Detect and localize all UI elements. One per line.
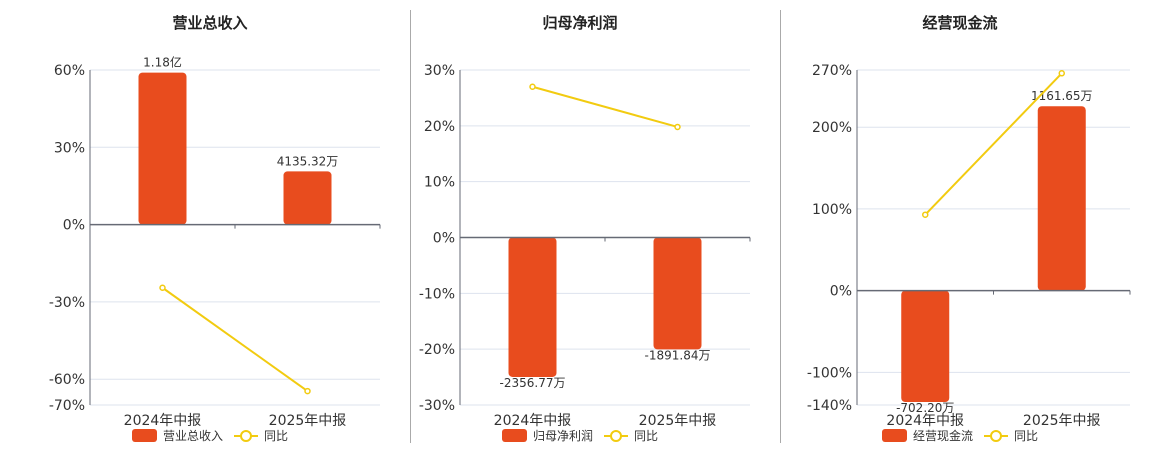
y-tick-label: 60% — [54, 63, 85, 79]
legend-bar-swatch — [502, 429, 527, 442]
yoy-point — [922, 211, 929, 218]
yoy-line — [924, 72, 1063, 216]
chart-title-net-profit: 归母净利润 — [542, 14, 618, 32]
y-tick-label: 270% — [812, 63, 852, 79]
yoy-point — [304, 387, 311, 395]
bar — [901, 290, 950, 403]
y-tick-label: -30% — [419, 398, 455, 414]
y-tick-label: 100% — [812, 202, 852, 218]
bar — [508, 237, 557, 377]
legend-bar-label: 经营现金流 — [913, 428, 973, 443]
x-category-label: 2025年中报 — [639, 413, 717, 429]
yoy-point — [674, 123, 681, 131]
chart-title-revenue: 营业总收入 — [172, 14, 248, 32]
bar-value-label: 1.18亿 — [143, 55, 182, 70]
legend-line-marker — [990, 430, 1002, 442]
yoy-point — [1058, 70, 1065, 77]
bar — [138, 72, 187, 225]
legend-line-label: 同比 — [634, 429, 658, 443]
y-tick-label: 0% — [63, 218, 85, 234]
bar-value-label: -702.20万 — [896, 401, 954, 415]
y-tick-label: -100% — [807, 365, 852, 381]
y-tick-label: 0% — [433, 231, 455, 247]
y-tick-label: 30% — [54, 140, 85, 156]
x-category-label: 2024年中报 — [124, 413, 202, 429]
y-tick-label: -60% — [49, 372, 85, 388]
y-tick-label: 10% — [424, 175, 455, 191]
bar — [653, 237, 702, 350]
divider — [410, 10, 411, 443]
divider — [780, 10, 781, 443]
y-tick-label: -20% — [419, 342, 455, 358]
bar-value-label: 1161.65万 — [1031, 89, 1093, 103]
y-tick-label: -140% — [807, 398, 852, 414]
y-tick-label: 30% — [424, 63, 455, 79]
y-tick-label: 200% — [812, 120, 852, 136]
legend-bar-swatch — [882, 429, 907, 442]
y-tick-label: -30% — [49, 295, 85, 311]
x-category-label: 2024年中报 — [494, 413, 572, 429]
legend-bar-swatch — [132, 429, 157, 442]
y-tick-label: -70% — [49, 398, 85, 414]
legend-line-label: 同比 — [1014, 429, 1038, 443]
yoy-line — [161, 286, 309, 392]
bar — [283, 171, 332, 225]
bar-value-label: -2356.77万 — [500, 376, 566, 390]
bar-value-label: 4135.32万 — [277, 154, 339, 168]
bar — [1037, 106, 1086, 291]
y-tick-label: 20% — [424, 119, 455, 135]
x-category-label: 2025年中报 — [1023, 413, 1101, 429]
yoy-line — [532, 85, 678, 128]
yoy-point — [159, 284, 166, 291]
y-tick-label: 0% — [830, 284, 852, 300]
x-category-label: 2024年中报 — [886, 413, 964, 429]
legend-line-marker — [610, 430, 622, 442]
legend-line-label: 同比 — [264, 429, 288, 443]
chart-title-cash-flow: 经营现金流 — [922, 14, 998, 32]
legend-bar-label: 营业总收入 — [163, 429, 223, 443]
y-tick-label: -10% — [419, 286, 455, 302]
legend-bar-label: 归母净利润 — [533, 429, 593, 443]
x-category-label: 2025年中报 — [269, 413, 347, 429]
legend-line-marker — [240, 430, 252, 442]
yoy-point — [529, 83, 536, 90]
bar-value-label: -1891.84万 — [645, 348, 711, 362]
